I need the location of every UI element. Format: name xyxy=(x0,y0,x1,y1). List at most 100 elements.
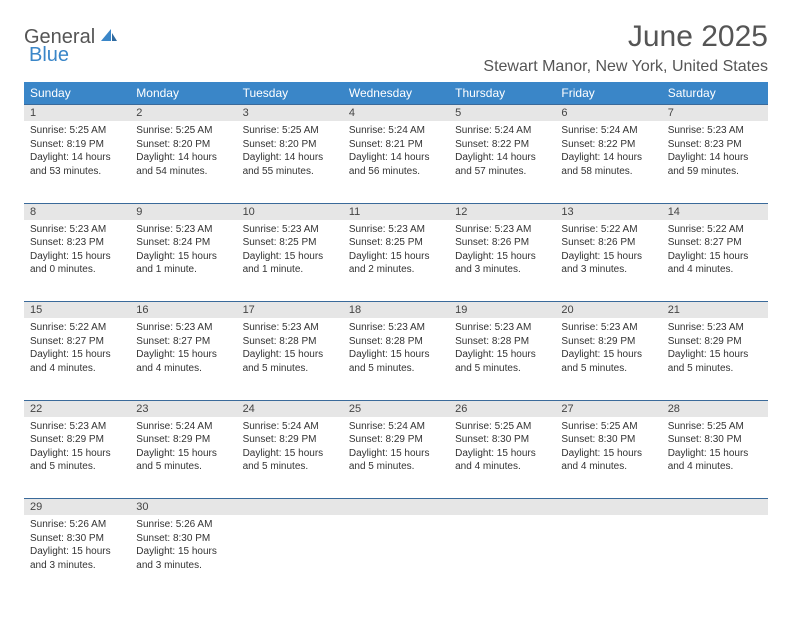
day-cell xyxy=(343,515,449,597)
sunrise-text: Sunrise: 5:23 AM xyxy=(136,223,230,237)
day-number-cell: 28 xyxy=(662,400,768,417)
daylight-text-1: Daylight: 15 hours xyxy=(349,348,443,362)
logo-text2-wrap: Blue xyxy=(29,44,69,67)
day-cell: Sunrise: 5:23 AMSunset: 8:24 PMDaylight:… xyxy=(130,220,236,302)
daylight-text-2: and 57 minutes. xyxy=(455,165,549,179)
daylight-text-2: and 56 minutes. xyxy=(349,165,443,179)
daylight-text-2: and 0 minutes. xyxy=(30,263,124,277)
sunset-text: Sunset: 8:21 PM xyxy=(349,138,443,152)
daylight-text-1: Daylight: 14 hours xyxy=(455,151,549,165)
day-number-cell: 14 xyxy=(662,203,768,220)
daylight-text-2: and 58 minutes. xyxy=(561,165,655,179)
day-number-row: 1234567 xyxy=(24,105,768,122)
daylight-text-2: and 4 minutes. xyxy=(455,460,549,474)
sunrise-text: Sunrise: 5:23 AM xyxy=(136,321,230,335)
daylight-text-1: Daylight: 15 hours xyxy=(243,348,337,362)
daylight-text-2: and 5 minutes. xyxy=(243,362,337,376)
day-cell: Sunrise: 5:26 AMSunset: 8:30 PMDaylight:… xyxy=(130,515,236,597)
day-number-cell: 20 xyxy=(555,302,661,319)
sunrise-text: Sunrise: 5:22 AM xyxy=(561,223,655,237)
day-content-row: Sunrise: 5:23 AMSunset: 8:29 PMDaylight:… xyxy=(24,417,768,499)
daylight-text-1: Daylight: 15 hours xyxy=(668,447,762,461)
sunrise-text: Sunrise: 5:23 AM xyxy=(349,223,443,237)
day-cell xyxy=(449,515,555,597)
sunrise-text: Sunrise: 5:23 AM xyxy=(668,124,762,138)
daylight-text-2: and 4 minutes. xyxy=(30,362,124,376)
sunset-text: Sunset: 8:28 PM xyxy=(243,335,337,349)
sunset-text: Sunset: 8:27 PM xyxy=(30,335,124,349)
sunset-text: Sunset: 8:29 PM xyxy=(561,335,655,349)
daylight-text-2: and 5 minutes. xyxy=(668,362,762,376)
day-cell: Sunrise: 5:23 AMSunset: 8:23 PMDaylight:… xyxy=(662,121,768,203)
daylight-text-1: Daylight: 15 hours xyxy=(561,348,655,362)
day-number-cell: 12 xyxy=(449,203,555,220)
daylight-text-1: Daylight: 15 hours xyxy=(349,250,443,264)
day-cell: Sunrise: 5:25 AMSunset: 8:20 PMDaylight:… xyxy=(130,121,236,203)
day-header: Thursday xyxy=(449,82,555,105)
sunrise-text: Sunrise: 5:24 AM xyxy=(243,420,337,434)
location-text: Stewart Manor, New York, United States xyxy=(483,58,768,76)
daylight-text-1: Daylight: 15 hours xyxy=(136,348,230,362)
daylight-text-2: and 5 minutes. xyxy=(349,362,443,376)
sunrise-text: Sunrise: 5:22 AM xyxy=(668,223,762,237)
daylight-text-2: and 3 minutes. xyxy=(561,263,655,277)
daylight-text-2: and 1 minute. xyxy=(136,263,230,277)
daylight-text-2: and 55 minutes. xyxy=(243,165,337,179)
sunset-text: Sunset: 8:23 PM xyxy=(30,236,124,250)
day-cell: Sunrise: 5:22 AMSunset: 8:27 PMDaylight:… xyxy=(24,318,130,400)
calendar-page: General June 2025 Stewart Manor, New Yor… xyxy=(0,0,792,617)
day-cell: Sunrise: 5:24 AMSunset: 8:29 PMDaylight:… xyxy=(130,417,236,499)
daylight-text-2: and 4 minutes. xyxy=(668,460,762,474)
day-cell: Sunrise: 5:24 AMSunset: 8:22 PMDaylight:… xyxy=(449,121,555,203)
day-cell: Sunrise: 5:23 AMSunset: 8:26 PMDaylight:… xyxy=(449,220,555,302)
daylight-text-1: Daylight: 15 hours xyxy=(561,250,655,264)
sunset-text: Sunset: 8:23 PM xyxy=(668,138,762,152)
daylight-text-1: Daylight: 15 hours xyxy=(30,447,124,461)
daylight-text-1: Daylight: 15 hours xyxy=(136,447,230,461)
sunrise-text: Sunrise: 5:24 AM xyxy=(136,420,230,434)
daylight-text-1: Daylight: 14 hours xyxy=(561,151,655,165)
sunrise-text: Sunrise: 5:26 AM xyxy=(136,518,230,532)
day-cell: Sunrise: 5:23 AMSunset: 8:29 PMDaylight:… xyxy=(662,318,768,400)
day-cell: Sunrise: 5:23 AMSunset: 8:25 PMDaylight:… xyxy=(343,220,449,302)
day-cell: Sunrise: 5:23 AMSunset: 8:28 PMDaylight:… xyxy=(343,318,449,400)
day-cell: Sunrise: 5:23 AMSunset: 8:23 PMDaylight:… xyxy=(24,220,130,302)
day-header: Saturday xyxy=(662,82,768,105)
sunset-text: Sunset: 8:22 PM xyxy=(561,138,655,152)
month-title: June 2025 xyxy=(483,20,768,54)
daylight-text-1: Daylight: 15 hours xyxy=(455,348,549,362)
daylight-text-1: Daylight: 15 hours xyxy=(30,250,124,264)
sunrise-text: Sunrise: 5:25 AM xyxy=(455,420,549,434)
day-number-cell: 9 xyxy=(130,203,236,220)
daylight-text-2: and 3 minutes. xyxy=(136,559,230,573)
sunset-text: Sunset: 8:28 PM xyxy=(455,335,549,349)
day-number-cell: 19 xyxy=(449,302,555,319)
daylight-text-2: and 1 minute. xyxy=(243,263,337,277)
daylight-text-1: Daylight: 15 hours xyxy=(30,348,124,362)
daylight-text-1: Daylight: 15 hours xyxy=(455,250,549,264)
day-header: Monday xyxy=(130,82,236,105)
day-number-cell: 24 xyxy=(237,400,343,417)
day-number-cell: 13 xyxy=(555,203,661,220)
day-number-cell: 1 xyxy=(24,105,130,122)
daylight-text-1: Daylight: 14 hours xyxy=(30,151,124,165)
sunrise-text: Sunrise: 5:25 AM xyxy=(136,124,230,138)
sunset-text: Sunset: 8:30 PM xyxy=(30,532,124,546)
day-number-row: 15161718192021 xyxy=(24,302,768,319)
daylight-text-1: Daylight: 15 hours xyxy=(136,250,230,264)
daylight-text-2: and 5 minutes. xyxy=(349,460,443,474)
sunset-text: Sunset: 8:28 PM xyxy=(349,335,443,349)
daylight-text-1: Daylight: 15 hours xyxy=(668,348,762,362)
sunset-text: Sunset: 8:29 PM xyxy=(136,433,230,447)
day-number-row: 22232425262728 xyxy=(24,400,768,417)
sunset-text: Sunset: 8:29 PM xyxy=(243,433,337,447)
day-number-cell: 21 xyxy=(662,302,768,319)
sunrise-text: Sunrise: 5:23 AM xyxy=(455,321,549,335)
sunset-text: Sunset: 8:30 PM xyxy=(455,433,549,447)
daylight-text-2: and 3 minutes. xyxy=(30,559,124,573)
daylight-text-2: and 5 minutes. xyxy=(243,460,337,474)
sunrise-text: Sunrise: 5:24 AM xyxy=(561,124,655,138)
day-number-cell: 17 xyxy=(237,302,343,319)
day-number-cell: 5 xyxy=(449,105,555,122)
logo-sail-icon xyxy=(99,27,119,48)
